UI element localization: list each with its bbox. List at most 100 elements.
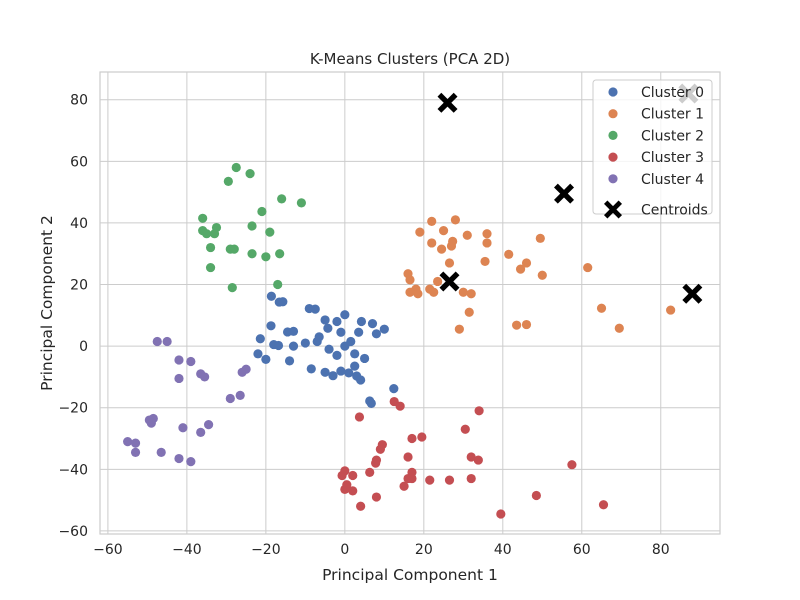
cluster-1-point xyxy=(427,216,437,226)
x-tick-label: −20 xyxy=(251,542,281,558)
cluster-2-point xyxy=(227,283,237,293)
x-axis-label: Principal Component 1 xyxy=(322,566,498,584)
cluster-0-point xyxy=(278,297,288,307)
cluster-1-point xyxy=(666,305,676,315)
y-tick-label: 60 xyxy=(70,154,88,170)
cluster-3-point xyxy=(474,406,484,416)
cluster-1-point xyxy=(583,262,593,273)
cluster-4-point xyxy=(225,393,235,404)
cluster-1-point xyxy=(535,233,545,243)
cluster-4-point xyxy=(174,355,184,365)
cluster-2-point xyxy=(247,221,257,231)
cluster-3-point xyxy=(567,460,577,470)
cluster-0-point xyxy=(344,368,354,378)
centroid-marker xyxy=(437,92,458,113)
cluster-2-point xyxy=(247,249,257,259)
legend-label-centroids: Centroids xyxy=(641,203,708,219)
cluster-1-point xyxy=(436,244,447,254)
cluster-4-point xyxy=(235,390,245,400)
legend-label-cluster-0: Cluster 0 xyxy=(641,85,704,101)
cluster-2-point xyxy=(261,252,271,262)
cluster-1-point xyxy=(405,275,415,285)
cluster-0-point xyxy=(354,327,364,337)
cluster-1-point xyxy=(466,289,476,299)
y-tick-label: 80 xyxy=(70,93,88,109)
cluster-2-point xyxy=(229,244,239,254)
cluster-0-point xyxy=(371,329,382,339)
cluster-4-point xyxy=(174,373,184,384)
cluster-3-point xyxy=(531,490,541,501)
cluster-0-point xyxy=(266,321,276,331)
cluster-0-point xyxy=(336,366,346,376)
legend-label-cluster-2: Cluster 2 xyxy=(641,128,704,144)
cluster-1-point xyxy=(433,276,443,287)
cluster-1-point xyxy=(444,258,455,268)
cluster-2-point xyxy=(205,242,216,253)
x-tick-label: −60 xyxy=(93,542,123,558)
cluster-1-point xyxy=(521,319,532,330)
cluster-2-point xyxy=(202,229,212,239)
cluster-3-point xyxy=(460,424,470,434)
cluster-0-point xyxy=(328,371,338,381)
legend-centroid-marker xyxy=(604,200,622,219)
cluster-4-point xyxy=(178,423,188,433)
cluster-3-point xyxy=(403,452,413,462)
cluster-3-point xyxy=(337,470,347,481)
cluster-0-point xyxy=(350,349,360,359)
cluster-1-point xyxy=(480,256,490,267)
cluster-1-point xyxy=(464,307,474,317)
x-tick-label: −40 xyxy=(172,542,202,558)
cluster-1-point xyxy=(515,264,526,274)
cluster-2-point xyxy=(205,262,216,273)
cluster-2-point xyxy=(277,194,287,204)
cluster-0-point xyxy=(288,341,299,351)
cluster-3-point xyxy=(348,486,358,496)
x-tick-label: 40 xyxy=(494,542,512,558)
cluster-0-point xyxy=(332,350,342,360)
cluster-0-point xyxy=(306,364,316,374)
y-tick-label: 20 xyxy=(70,278,88,294)
cluster-0-point xyxy=(356,375,366,385)
cluster-1-point xyxy=(596,303,607,313)
cluster-0-point xyxy=(320,315,330,325)
cluster-3-point xyxy=(399,481,409,491)
cluster-0-point xyxy=(253,349,263,359)
cluster-3-point xyxy=(365,467,375,477)
cluster-1-point xyxy=(512,320,522,330)
cluster-3-point xyxy=(473,455,483,465)
cluster-0-point xyxy=(346,336,356,347)
cluster-1-point xyxy=(462,230,472,240)
cluster-2-point xyxy=(273,279,283,290)
cluster-2-point xyxy=(223,176,233,186)
cluster-0-point xyxy=(284,356,295,366)
cluster-3-point xyxy=(417,432,427,442)
cluster-1-point xyxy=(482,229,492,239)
cluster-4-point xyxy=(186,356,196,367)
cluster-3-point xyxy=(371,492,382,502)
cluster-2-point xyxy=(209,229,220,239)
cluster-0-point xyxy=(266,291,276,301)
legend-label-cluster-4: Cluster 4 xyxy=(641,172,704,188)
cluster-2-point xyxy=(231,162,241,173)
cluster-4-point xyxy=(152,336,162,347)
cluster-4-point xyxy=(203,420,214,430)
cluster-0-point xyxy=(350,361,360,371)
cluster-0-point xyxy=(269,339,279,350)
cluster-1-point xyxy=(438,226,449,236)
cluster-3-point xyxy=(340,484,350,494)
cluster-2-point xyxy=(265,227,275,237)
y-tick-label: −40 xyxy=(58,462,88,478)
legend-marker-cluster-0 xyxy=(608,87,618,97)
cluster-1-point xyxy=(521,258,532,268)
legend-label-cluster-1: Cluster 1 xyxy=(641,107,704,123)
centroid-marker xyxy=(554,183,575,204)
cluster-3-point xyxy=(466,452,476,462)
cluster-3-point xyxy=(395,401,405,411)
cluster-0-point xyxy=(389,384,399,394)
cluster-3-point xyxy=(348,470,358,481)
chart-title: K-Means Clusters (PCA 2D) xyxy=(310,50,510,68)
y-tick-label: 0 xyxy=(79,339,88,355)
x-tick-labels: −60 −40 −20 0 20 40 60 80 xyxy=(93,542,670,558)
cluster-4-point xyxy=(162,336,172,347)
